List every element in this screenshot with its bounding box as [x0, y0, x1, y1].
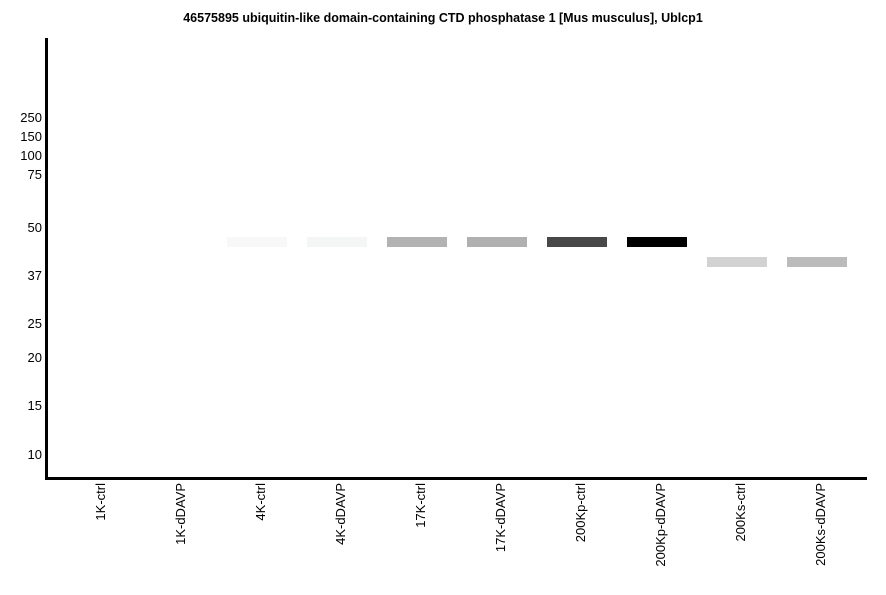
y-tick-label-150: 150	[20, 129, 42, 144]
y-tick-label-10: 10	[27, 447, 42, 462]
y-tick-label-100: 100	[20, 148, 42, 163]
lane-label-200Ks-dDAVP: 200Ks-dDAVP	[813, 483, 828, 566]
band-200Ks-ctrl	[707, 257, 767, 267]
lane-label-17K-ctrl: 17K-ctrl	[413, 483, 428, 528]
band-200Kp-dDAVP	[627, 237, 687, 247]
lane-label-200Kp-ctrl: 200Kp-ctrl	[573, 483, 588, 543]
band-17K-dDAVP	[467, 237, 527, 247]
y-axis-line	[45, 38, 48, 480]
band-200Kp-ctrl	[547, 237, 607, 247]
x-axis-line	[45, 477, 867, 480]
lane-label-4K-ctrl: 4K-ctrl	[253, 483, 268, 521]
y-tick-label-50: 50	[27, 220, 42, 235]
y-tick-label-37: 37	[27, 268, 42, 283]
y-tick-label-250: 250	[20, 110, 42, 125]
band-4K-ctrl	[227, 237, 287, 247]
lane-label-1K-ctrl: 1K-ctrl	[93, 483, 108, 521]
band-200Ks-dDAVP	[787, 257, 847, 267]
lane-label-200Kp-dDAVP: 200Kp-dDAVP	[653, 483, 668, 567]
band-17K-ctrl	[387, 237, 447, 247]
lane-label-4K-dDAVP: 4K-dDAVP	[333, 483, 348, 545]
y-tick-label-25: 25	[27, 316, 42, 331]
y-tick-label-75: 75	[27, 167, 42, 182]
band-4K-dDAVP	[307, 237, 367, 247]
y-tick-label-20: 20	[27, 350, 42, 365]
figure-title: 46575895 ubiquitin-like domain-containin…	[183, 11, 703, 25]
lane-label-200Ks-ctrl: 200Ks-ctrl	[733, 483, 748, 542]
y-tick-label-15: 15	[27, 398, 42, 413]
lane-label-1K-dDAVP: 1K-dDAVP	[173, 483, 188, 545]
lane-label-17K-dDAVP: 17K-dDAVP	[493, 483, 508, 553]
